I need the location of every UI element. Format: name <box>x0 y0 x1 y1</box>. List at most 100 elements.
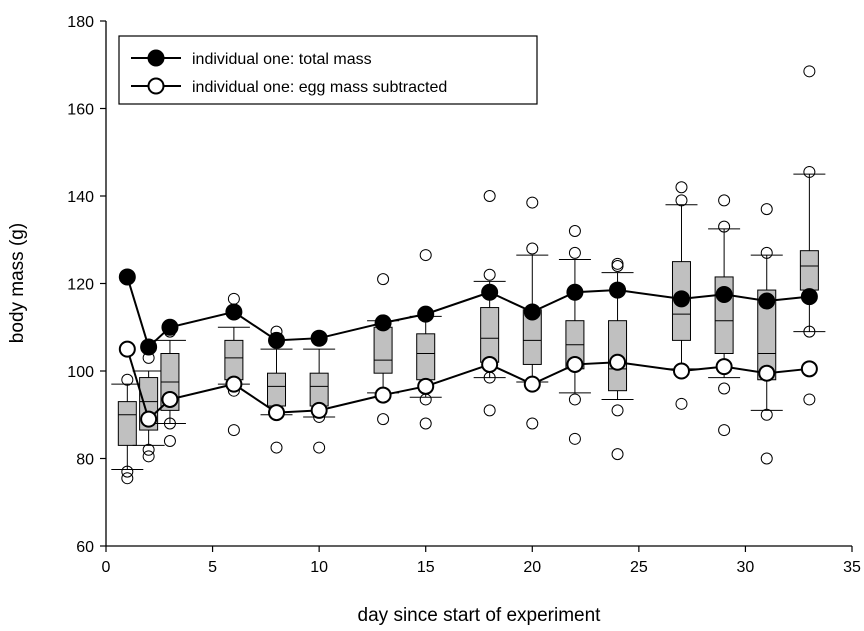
total-mass-point <box>758 292 776 310</box>
y-tick-label: 140 <box>67 189 94 206</box>
x-tick-label: 5 <box>208 559 217 576</box>
outlier-point <box>675 194 688 207</box>
outlier-point <box>419 417 432 430</box>
series-lines <box>118 268 818 428</box>
y-tick-label: 80 <box>76 452 94 469</box>
series-total-mass <box>118 268 818 356</box>
y-tick-label: 100 <box>67 364 94 381</box>
y-tick-label: 60 <box>76 539 94 556</box>
box <box>480 307 500 363</box>
outlier-point <box>526 242 539 255</box>
outlier-point <box>483 268 496 281</box>
total-mass-point <box>715 285 733 303</box>
outlier-point <box>611 448 624 461</box>
total-mass-point <box>523 303 541 321</box>
legend-marker-egg <box>147 77 165 95</box>
outlier-point <box>121 373 134 386</box>
outlier-point <box>718 382 731 395</box>
x-ticks: 0 5 10 15 20 25 30 35 <box>102 546 861 576</box>
outlier-point <box>568 225 581 237</box>
outlier-point <box>760 452 773 465</box>
box <box>799 250 819 291</box>
boxplot <box>132 351 165 463</box>
boxplot <box>153 325 186 447</box>
x-axis-title: day since start of experiment <box>358 605 602 626</box>
total-mass-point <box>140 338 158 356</box>
y-ticks: 60 80 100 120 140 160 180 <box>67 14 106 556</box>
x-tick-label: 25 <box>630 559 648 576</box>
x-tick-label: 20 <box>523 559 541 576</box>
y-tick-label: 160 <box>67 102 94 119</box>
egg-subtracted-point <box>417 377 435 395</box>
egg-subtracted-point <box>161 390 179 408</box>
legend-label-total: individual one: total mass <box>192 51 372 68</box>
outlier-point <box>675 397 688 410</box>
x-tick-label: 35 <box>843 559 861 576</box>
box <box>416 333 436 381</box>
outlier-point <box>568 432 581 445</box>
outlier-point <box>121 472 134 485</box>
total-mass-point <box>268 331 286 349</box>
outlier-point <box>803 165 816 178</box>
series-egg-mass-subtracted <box>118 340 818 428</box>
x-tick-label: 10 <box>310 559 328 576</box>
outlier-point <box>526 417 539 430</box>
outlier-point <box>121 465 134 478</box>
outlier-point <box>611 404 624 417</box>
egg-subtracted-point <box>800 360 818 378</box>
outlier-point <box>675 181 688 194</box>
total-mass-point <box>225 303 243 321</box>
box <box>117 401 137 446</box>
outlier-point <box>163 435 176 447</box>
outlier-point <box>803 393 816 406</box>
egg-subtracted-point <box>310 401 328 419</box>
total-mass-point <box>800 288 818 306</box>
boxplot <box>793 65 826 406</box>
legend-label-egg: individual one: egg mass subtracted <box>192 79 447 96</box>
y-tick-label: 120 <box>67 277 94 294</box>
egg-subtracted-point <box>374 386 392 404</box>
outlier-point <box>313 441 326 454</box>
legend-frame <box>118 35 538 105</box>
total-mass-point <box>118 268 136 286</box>
box <box>267 372 287 407</box>
x-tick-label: 30 <box>737 559 755 576</box>
outlier-point <box>568 393 581 406</box>
outlier-point <box>227 292 240 305</box>
y-axis-title: body mass (g) <box>7 223 28 343</box>
total-mass-point <box>481 283 499 301</box>
egg-subtracted-point <box>523 375 541 393</box>
boxplot <box>409 249 442 430</box>
outlier-point <box>483 404 496 417</box>
total-mass-point <box>672 290 690 308</box>
egg-subtracted-point <box>481 355 499 373</box>
outlier-point <box>611 257 624 270</box>
total-mass-point <box>374 314 392 332</box>
boxplot <box>111 373 144 485</box>
boxplot <box>303 348 336 454</box>
egg-subtracted-point <box>268 404 286 422</box>
total-mass-point <box>609 281 627 299</box>
outlier-point <box>611 260 624 272</box>
y-tick-label: 180 <box>67 14 94 31</box>
total-mass-point <box>161 318 179 336</box>
outlier-point <box>483 190 496 202</box>
legend-marker-total <box>147 49 165 67</box>
outlier-point <box>377 413 390 426</box>
boxplot <box>473 190 506 417</box>
legend: individual one: total mass individual on… <box>118 35 538 105</box>
egg-subtracted-point <box>225 375 243 393</box>
boxplot <box>708 194 741 437</box>
total-mass-point <box>417 305 435 323</box>
outlier-point <box>163 417 176 430</box>
boxplot <box>750 203 783 465</box>
outlier-point <box>142 450 155 463</box>
total-mass-point <box>310 329 328 347</box>
egg-subtracted-point <box>609 353 627 371</box>
outlier-point <box>377 273 390 286</box>
outlier-point <box>803 65 816 78</box>
outlier-point <box>760 246 773 259</box>
outlier-point <box>270 441 283 454</box>
outlier-point <box>568 246 581 259</box>
